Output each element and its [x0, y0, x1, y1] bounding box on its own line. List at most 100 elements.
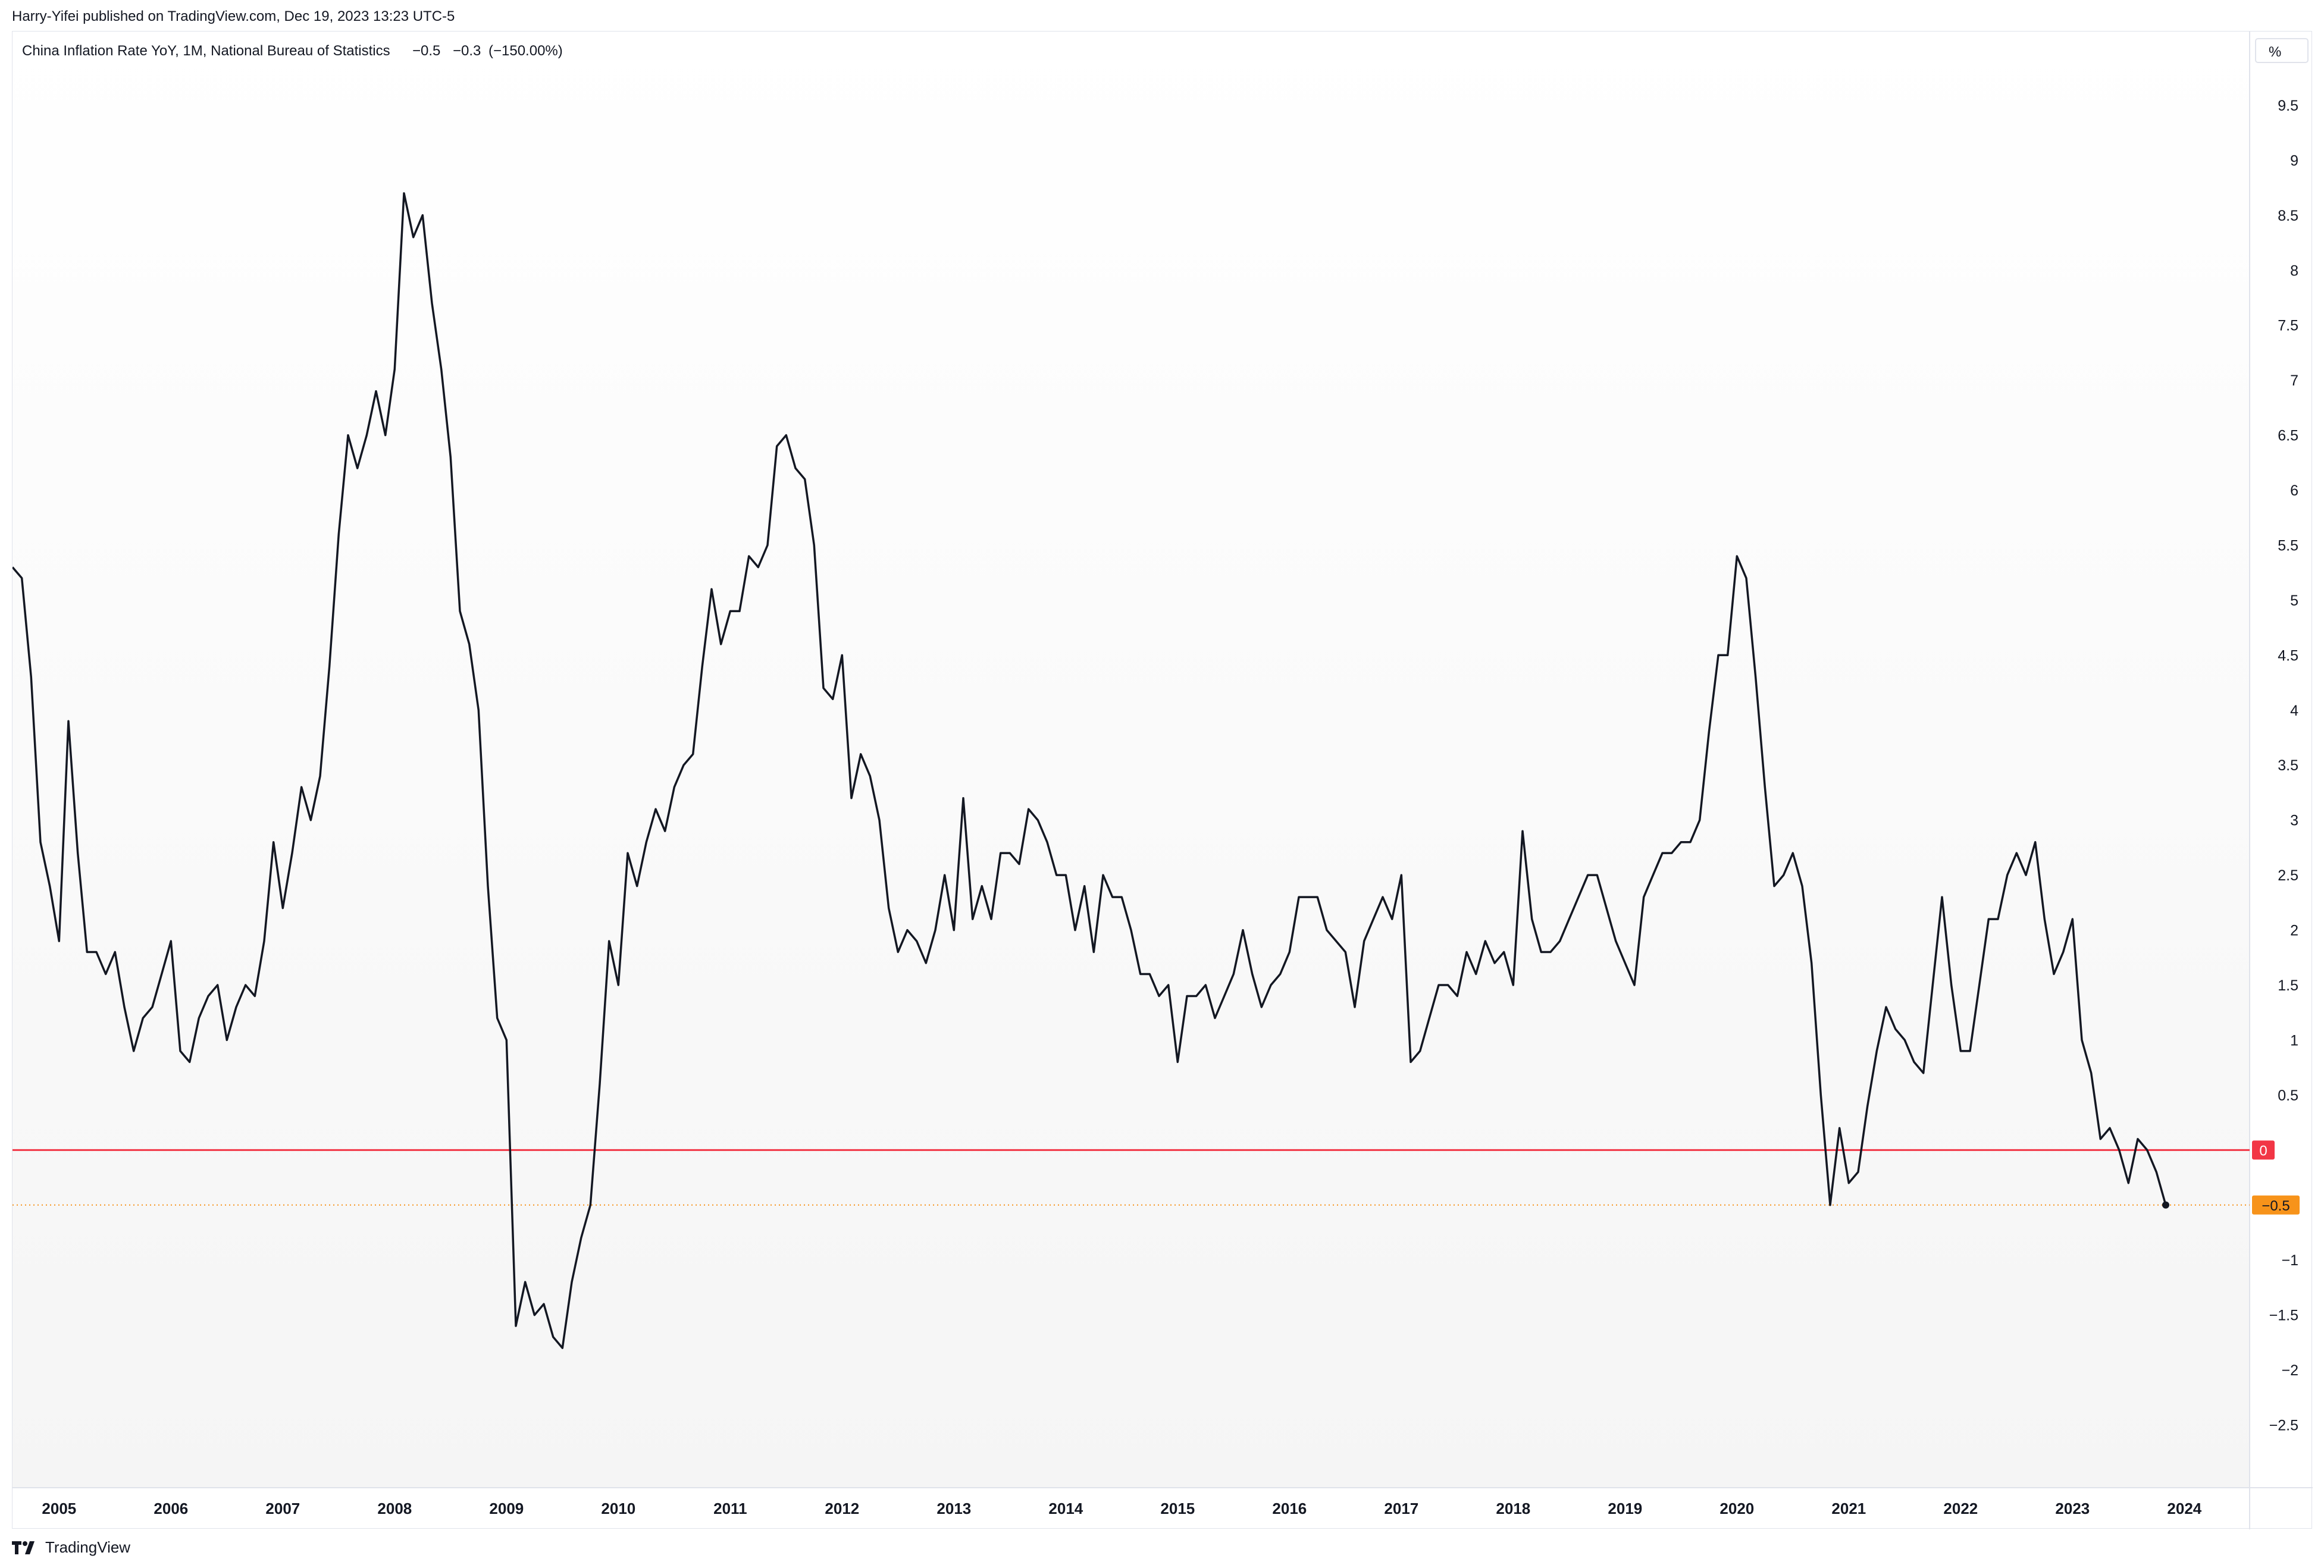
data-point-2007-01	[281, 907, 284, 910]
data-point-2021-01	[1847, 1181, 1850, 1185]
data-point-2015-12	[1279, 973, 1282, 976]
data-point-2009-02	[514, 1324, 518, 1328]
data-point-2006-11	[262, 939, 266, 943]
unit-label-box[interactable]: %	[2255, 38, 2309, 63]
legend-change-percent: (−150.00%)	[488, 43, 563, 59]
data-point-2016-04	[1316, 895, 1319, 899]
data-point-2005-09	[132, 1049, 136, 1053]
data-point-2007-12	[384, 434, 387, 437]
data-point-2013-06	[999, 851, 1003, 855]
data-point-2014-04	[1092, 951, 1095, 954]
data-point-2005-03	[76, 851, 80, 855]
chart-canvas[interactable]: 9.5 9 8.5 8 7.5 7 6.5 6 5.5 5 4.5 4 3.5 3 2.5 2 1.5 1 0.5 0…	[12, 32, 2313, 1529]
plot-area[interactable]	[12, 32, 2250, 1488]
chart-frame: 9.5 9 8.5 8 7.5 7 6.5 6 5.5 5 4.5 4 3.5 3 2.5 2 1.5 1 0.5 0…	[12, 31, 2313, 1529]
data-point-2023-10	[2154, 1170, 2158, 1174]
data-point-2010-01	[616, 983, 620, 987]
data-point-2012-03	[859, 752, 863, 756]
data-point-2005-12	[160, 973, 164, 976]
data-point-2015-09	[1251, 973, 1254, 976]
x-tick-label: 2021	[1831, 1500, 1866, 1517]
y-tick-label: 9	[2290, 152, 2298, 169]
data-point-2008-04	[421, 214, 424, 217]
data-point-2019-03	[1642, 895, 1646, 899]
data-point-2022-03	[1978, 983, 1981, 987]
data-point-2007-07	[337, 532, 340, 536]
y-tick-label: 6.5	[2278, 428, 2298, 444]
data-point-2008-07	[449, 456, 452, 459]
data-point-2016-12	[1390, 917, 1394, 921]
data-point-2007-10	[365, 434, 368, 437]
data-point-2019-12	[1726, 653, 1730, 657]
data-point-2014-02	[1073, 929, 1077, 932]
y-tick-label: 3	[2290, 813, 2298, 829]
data-point-2014-09	[1139, 973, 1142, 976]
data-point-2017-03	[1418, 1049, 1422, 1053]
data-point-2021-12	[1950, 983, 1953, 987]
y-tick-label: −1	[2281, 1252, 2298, 1269]
data-point-2008-12	[496, 1017, 499, 1020]
data-point-2011-02	[738, 609, 741, 613]
x-tick-label: 2008	[377, 1500, 412, 1517]
data-point-2016-07	[1343, 951, 1347, 954]
x-axis[interactable]: 2005 2006 2007 2008 2009 2010 2011 2012 2013 2014…	[42, 1500, 2201, 1517]
data-point-2008-11	[486, 885, 490, 888]
data-point-2019-08	[1689, 841, 1692, 844]
y-tick-label: 2	[2290, 923, 2298, 939]
data-point-2018-12	[1614, 939, 1618, 943]
y-tick-label: 5.5	[2278, 537, 2298, 554]
data-point-2010-09	[691, 752, 695, 756]
data-point-2009-11	[598, 1082, 602, 1086]
data-point-2020-12	[1838, 1126, 1841, 1130]
y-tick-label: 8.5	[2278, 208, 2298, 224]
last-value-badge: −0.5	[2252, 1195, 2300, 1215]
data-point-2006-02	[178, 1049, 182, 1053]
legend-title: China Inflation Rate YoY, 1M, National B…	[22, 43, 390, 59]
x-tick-label: 2024	[2167, 1500, 2201, 1517]
data-point-2013-02	[961, 796, 965, 800]
data-point-2021-07	[1903, 1038, 1906, 1042]
data-point-2008-08	[458, 609, 462, 613]
data-point-2011-07	[784, 434, 788, 437]
data-point-2023-02	[2080, 1038, 2084, 1042]
unit-label: %	[2269, 44, 2281, 60]
legend[interactable]: China Inflation Rate YoY, 1M, National B…	[22, 43, 563, 59]
data-point-2006-12	[272, 841, 275, 844]
data-point-2013-04	[980, 885, 984, 888]
y-axis[interactable]: 9.598.587.576.565.554.543.532.521.510.50…	[2269, 98, 2298, 1434]
data-point-2010-06	[663, 829, 667, 833]
data-point-2009-09	[580, 1236, 583, 1240]
data-point-2009-01	[505, 1038, 508, 1042]
data-point-2008-10	[477, 708, 480, 712]
x-tick-label: 2020	[1719, 1500, 1754, 1517]
data-point-2021-11	[1940, 895, 1944, 899]
data-point-2018-05	[1549, 951, 1552, 954]
data-point-2008-06	[440, 368, 443, 371]
data-point-2009-05	[542, 1302, 546, 1306]
data-point-2009-07	[560, 1346, 564, 1350]
zero-badge-label: 0	[2259, 1143, 2267, 1159]
data-point-2007-09	[356, 466, 359, 470]
data-point-2022-07	[2015, 851, 2018, 855]
data-point-2023-07	[2126, 1181, 2130, 1185]
data-point-2017-06	[1446, 983, 1450, 987]
data-point-2010-10	[700, 664, 704, 668]
data-point-2019-10	[1707, 730, 1711, 734]
data-point-2018-03	[1530, 917, 1534, 921]
data-point-2015-06	[1223, 995, 1226, 998]
data-point-2023-03	[2090, 1071, 2093, 1075]
data-point-2023-06	[2118, 1148, 2121, 1152]
data-point-2013-07	[1008, 851, 1011, 855]
data-point-2019-06	[1670, 851, 1674, 855]
data-point-2009-06	[552, 1335, 555, 1339]
data-point-2007-08	[346, 434, 350, 437]
data-point-2014-03	[1083, 885, 1086, 888]
data-point-2010-07	[672, 785, 676, 789]
tradingview-logo[interactable]: TradingView	[12, 1538, 130, 1557]
data-point-2007-03	[300, 785, 303, 789]
y-tick-label: 7	[2290, 372, 2298, 389]
y-tick-label: 2.5	[2278, 867, 2298, 884]
y-tick-label: −2	[2281, 1362, 2298, 1379]
data-point-2015-02	[1185, 995, 1189, 998]
data-point-2017-05	[1437, 983, 1440, 987]
